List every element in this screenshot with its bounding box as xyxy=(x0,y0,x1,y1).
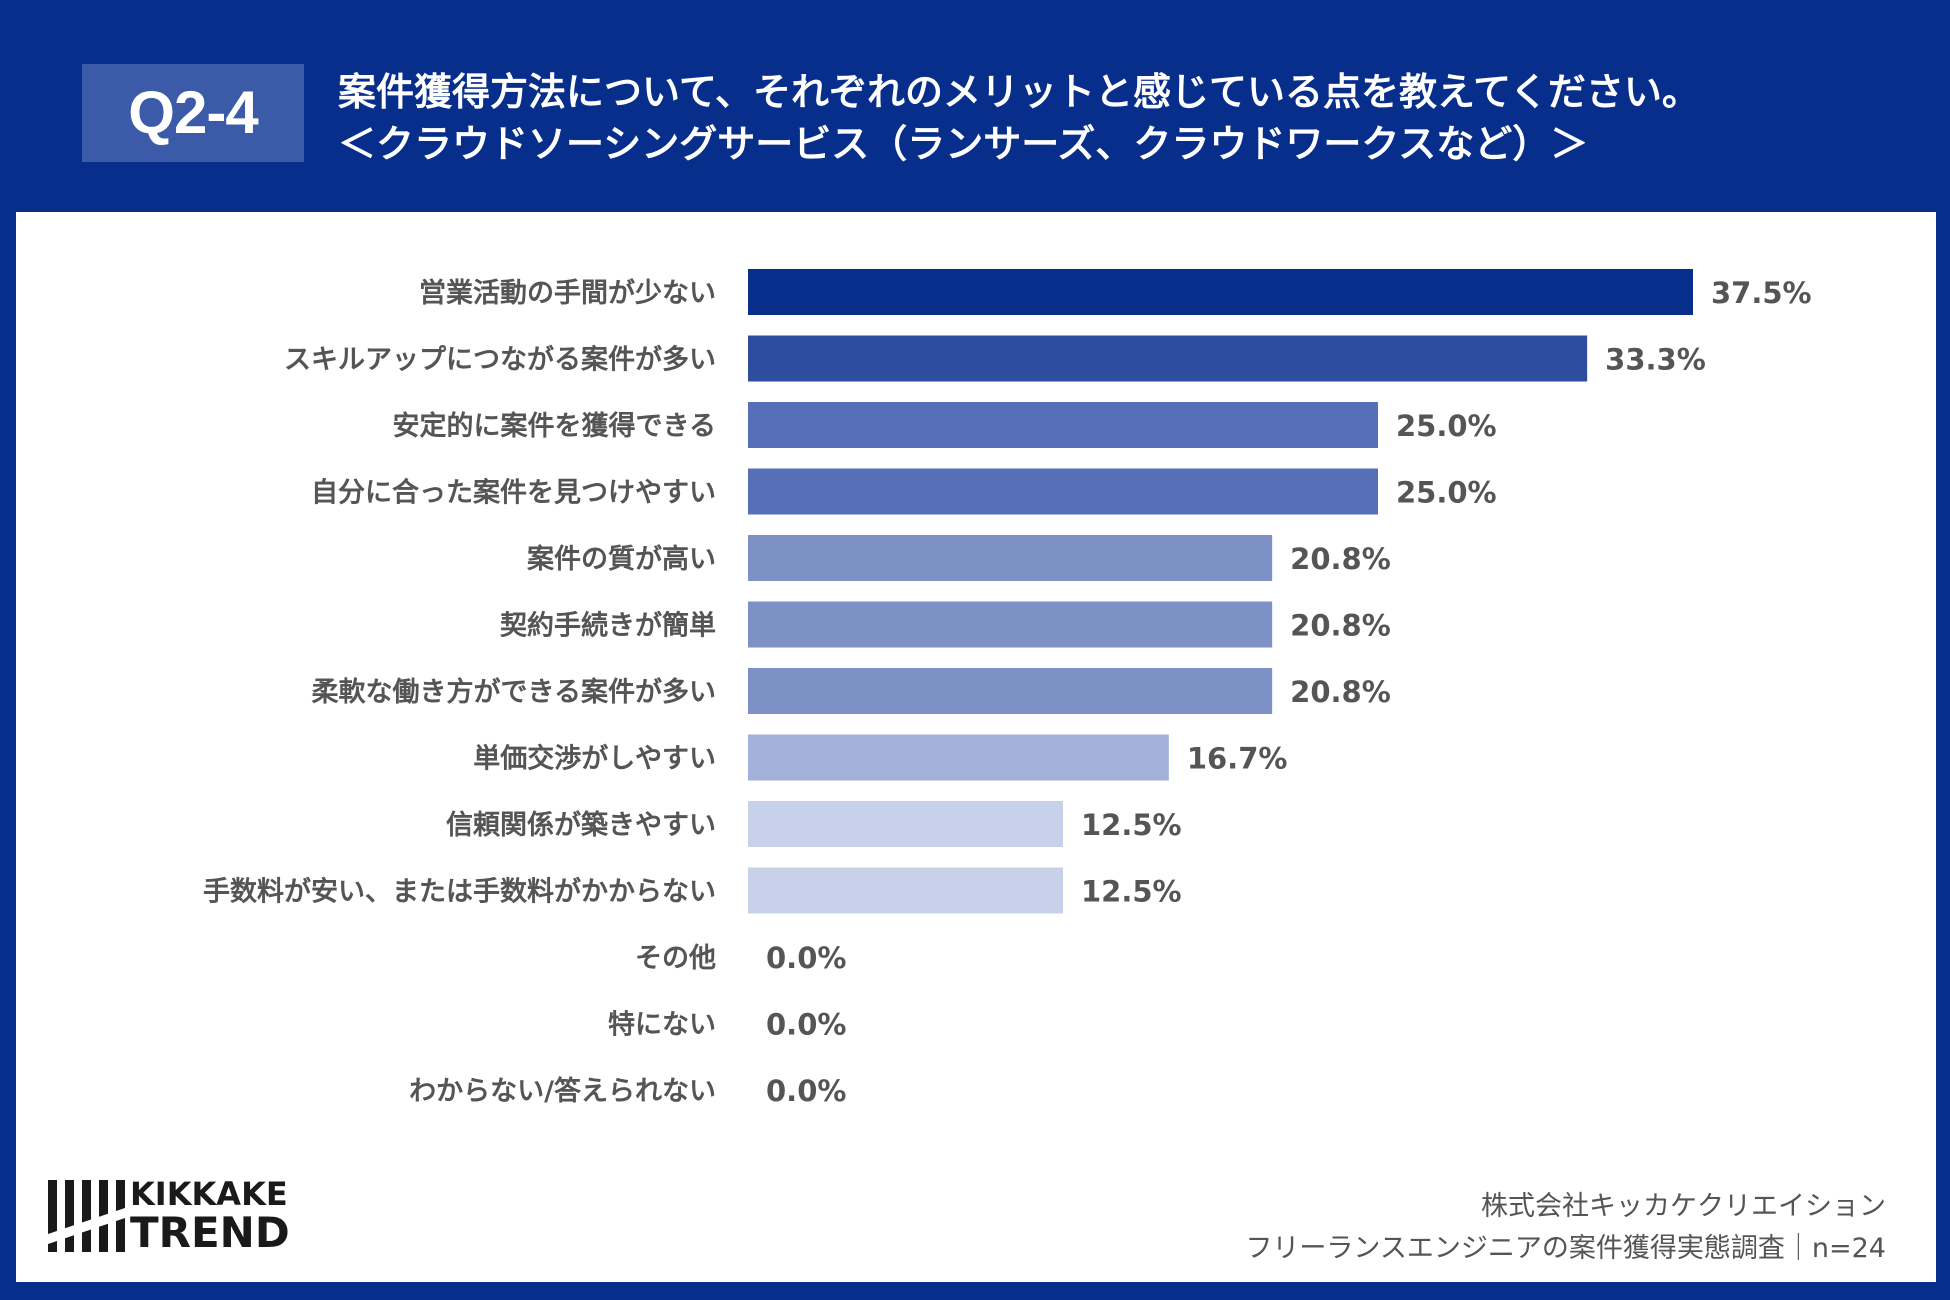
logo-line1: KIKKAKE xyxy=(130,1175,288,1213)
value-label: 25.0% xyxy=(1396,409,1497,443)
category-label: わからない/答えられない xyxy=(409,1075,716,1107)
bar xyxy=(748,535,1273,581)
value-label: 0.0% xyxy=(766,1074,846,1108)
value-label: 20.8% xyxy=(1290,675,1391,709)
bar xyxy=(748,335,1588,382)
category-label: 自分に合った案件を見つけやすい xyxy=(311,477,716,509)
bar xyxy=(748,801,1063,847)
value-label: 37.5% xyxy=(1711,276,1812,310)
value-label: 33.3% xyxy=(1605,343,1706,377)
category-label: 安定的に案件を獲得できる xyxy=(393,410,716,442)
bar xyxy=(748,867,1063,914)
chart-panel: 営業活動の手間が少ない 37.5% スキルアップにつながる案件が多い 33.3% 安定的… xyxy=(16,212,1936,1282)
category-label: 営業活動の手間が少ない xyxy=(419,277,716,309)
category-label: 案件の質が高い xyxy=(526,543,716,575)
value-label: 25.0% xyxy=(1396,476,1497,510)
category-label: 単価交渉がしやすい xyxy=(473,743,716,775)
category-label: 特にない xyxy=(608,1010,716,1041)
category-label: 契約手続きが簡単 xyxy=(500,610,716,642)
bar xyxy=(748,402,1378,448)
category-label: 信頼関係が築きやすい xyxy=(446,809,716,841)
category-label: スキルアップにつながる案件が多い xyxy=(284,344,716,376)
value-label: 20.8% xyxy=(1290,609,1391,643)
credit-company: 株式会社キッカケクリエイション xyxy=(1481,1191,1886,1222)
bar xyxy=(748,734,1169,781)
value-label: 20.8% xyxy=(1290,542,1391,576)
logo-line2: TREND xyxy=(130,1208,290,1257)
value-label: 12.5% xyxy=(1081,808,1182,842)
bar xyxy=(748,601,1273,648)
chart-title: 案件獲得方法について、それぞれのメリットと感じている点を教えてください。 ＜クラ… xyxy=(338,66,1700,170)
category-label: 手数料が安い、または手数料がかからない xyxy=(203,876,716,908)
credit-survey: フリーランスエンジニアの案件獲得実態調査｜n=24 xyxy=(1245,1233,1886,1264)
logo-wordmark: KIKKAKE TREND xyxy=(130,1176,290,1254)
source-credit: 株式会社キッカケクリエイション フリーランスエンジニアの案件獲得実態調査｜n=2… xyxy=(1245,1186,1886,1270)
question-badge: Q2-4 xyxy=(82,64,304,162)
bar xyxy=(748,468,1378,515)
value-label: 0.0% xyxy=(766,941,846,975)
category-label: その他 xyxy=(635,943,716,974)
value-label: 16.7% xyxy=(1187,742,1288,776)
chart-title-line1: 案件獲得方法について、それぞれのメリットと感じている点を教えてください。 xyxy=(338,70,1700,114)
kikkake-trend-logo: KIKKAKE TREND xyxy=(48,1176,308,1256)
chart-title-line2: ＜クラウドソーシングサービス（ランサーズ、クラウドワークスなど）＞ xyxy=(338,122,1589,166)
bar xyxy=(748,668,1273,714)
value-label: 12.5% xyxy=(1081,875,1182,909)
bar xyxy=(748,269,1693,315)
bar-chart: 営業活動の手間が少ない 37.5% スキルアップにつながる案件が多い 33.3% 安定的… xyxy=(203,269,1812,1108)
kikkake-trend-logo-icon xyxy=(48,1180,125,1252)
category-label: 柔軟な働き方ができる案件が多い xyxy=(312,676,716,708)
value-label: 0.0% xyxy=(766,1008,846,1042)
